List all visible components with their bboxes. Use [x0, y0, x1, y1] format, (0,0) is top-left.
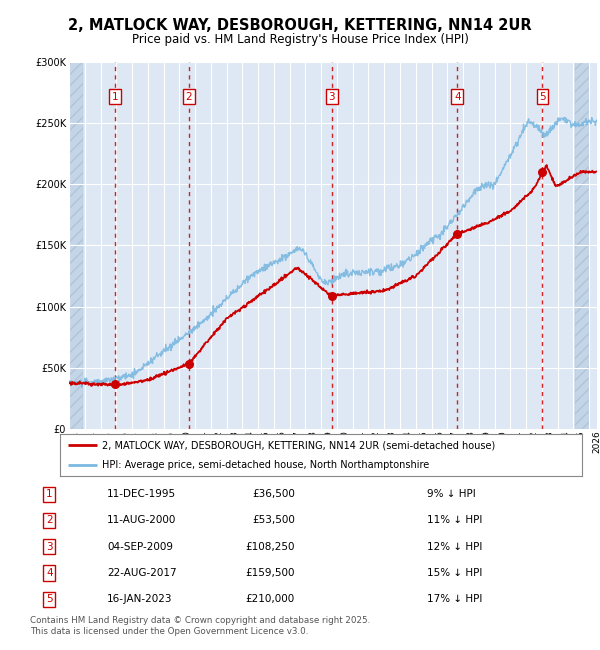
Text: £53,500: £53,500 [252, 515, 295, 525]
Text: 4: 4 [46, 568, 53, 578]
Text: 04-SEP-2009: 04-SEP-2009 [107, 541, 173, 552]
Text: 2: 2 [46, 515, 53, 525]
Text: £159,500: £159,500 [245, 568, 295, 578]
Text: 11-AUG-2000: 11-AUG-2000 [107, 515, 176, 525]
Text: 2: 2 [185, 92, 192, 101]
Text: Price paid vs. HM Land Registry's House Price Index (HPI): Price paid vs. HM Land Registry's House … [131, 32, 469, 46]
Text: HPI: Average price, semi-detached house, North Northamptonshire: HPI: Average price, semi-detached house,… [102, 460, 429, 469]
Text: £36,500: £36,500 [252, 489, 295, 499]
Text: 11% ↓ HPI: 11% ↓ HPI [427, 515, 483, 525]
Text: 11-DEC-1995: 11-DEC-1995 [107, 489, 176, 499]
Text: 3: 3 [328, 92, 335, 101]
Text: 22-AUG-2017: 22-AUG-2017 [107, 568, 177, 578]
Text: 9% ↓ HPI: 9% ↓ HPI [427, 489, 476, 499]
Text: 5: 5 [46, 594, 53, 604]
Text: 2, MATLOCK WAY, DESBOROUGH, KETTERING, NN14 2UR: 2, MATLOCK WAY, DESBOROUGH, KETTERING, N… [68, 18, 532, 33]
Text: £210,000: £210,000 [246, 594, 295, 604]
Text: 5: 5 [539, 92, 546, 101]
Text: 16-JAN-2023: 16-JAN-2023 [107, 594, 173, 604]
Text: 17% ↓ HPI: 17% ↓ HPI [427, 594, 483, 604]
Text: 15% ↓ HPI: 15% ↓ HPI [427, 568, 483, 578]
Text: 12% ↓ HPI: 12% ↓ HPI [427, 541, 483, 552]
Text: Contains HM Land Registry data © Crown copyright and database right 2025.
This d: Contains HM Land Registry data © Crown c… [30, 616, 370, 636]
Text: 3: 3 [46, 541, 53, 552]
Text: 2, MATLOCK WAY, DESBOROUGH, KETTERING, NN14 2UR (semi-detached house): 2, MATLOCK WAY, DESBOROUGH, KETTERING, N… [102, 441, 495, 450]
Text: 1: 1 [46, 489, 53, 499]
Text: £108,250: £108,250 [245, 541, 295, 552]
Text: 4: 4 [454, 92, 461, 101]
Text: 1: 1 [112, 92, 119, 101]
